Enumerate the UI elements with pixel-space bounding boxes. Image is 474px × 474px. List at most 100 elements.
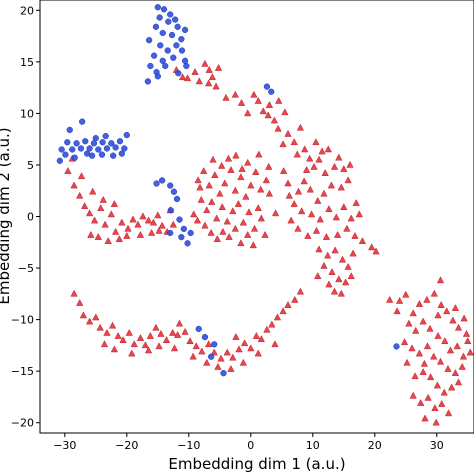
red-triangle-point <box>293 150 301 158</box>
red-triangle-point <box>314 196 322 204</box>
blue-circle-point <box>154 73 161 80</box>
red-triangle-point <box>257 185 265 193</box>
blue-circle-point <box>178 233 185 241</box>
red-triangle-point <box>181 327 189 335</box>
red-triangle-point <box>213 214 221 222</box>
red-triangle-point <box>454 378 463 386</box>
red-triangle-point <box>139 212 147 220</box>
red-triangle-point <box>218 161 226 169</box>
red-triangle-point <box>405 319 413 327</box>
red-triangle-point <box>89 187 97 195</box>
red-triangle-point <box>271 340 279 348</box>
red-triangle-point <box>239 218 248 226</box>
red-triangle-point <box>265 101 274 108</box>
red-triangle-point <box>301 145 309 153</box>
red-triangle-point <box>275 96 283 104</box>
red-triangle-point <box>214 63 223 71</box>
red-triangle-point <box>155 342 163 350</box>
red-triangle-point <box>80 202 89 209</box>
red-triangle-point <box>312 226 321 234</box>
y-tick-label: −20 <box>11 417 34 430</box>
red-triangle-point <box>347 272 355 280</box>
red-triangle-point <box>64 167 72 174</box>
red-triangle-point <box>79 311 88 319</box>
red-triangle-point <box>296 123 305 131</box>
red-triangle-point <box>244 158 252 166</box>
red-triangle-point <box>368 243 376 251</box>
red-triangle-point <box>297 207 306 215</box>
red-triangle-point <box>196 183 204 191</box>
blue-circle-point <box>112 144 119 151</box>
red-triangle-point <box>337 289 345 297</box>
red-triangle-point <box>70 181 78 189</box>
red-triangle-point <box>244 109 252 117</box>
red-triangle-point <box>271 209 280 217</box>
red-triangle-point <box>440 388 448 396</box>
red-triangle-point <box>287 216 295 224</box>
red-triangle-point <box>351 231 359 239</box>
red-triangle-point <box>152 323 160 331</box>
red-triangle-point <box>449 316 457 324</box>
red-triangle-point <box>231 224 239 232</box>
red-triangle-point <box>280 167 288 174</box>
blue-circle-point <box>393 343 400 350</box>
red-triangle-point <box>213 235 221 242</box>
red-triangle-point <box>192 342 200 350</box>
blue-circle-point <box>167 207 174 214</box>
red-triangle-point <box>462 329 471 337</box>
y-axis-ticks: −20 −15 −10 −5 0 5 10 15 20 <box>11 4 40 430</box>
red-triangle-point <box>90 216 99 224</box>
red-triangle-point <box>307 210 316 218</box>
red-triangle-point <box>342 278 350 286</box>
red-triangle-point <box>104 237 112 245</box>
red-triangle-point <box>190 210 198 218</box>
red-triangle-point <box>191 68 199 75</box>
red-triangle-point <box>189 352 197 360</box>
blue-circle-point <box>73 140 80 147</box>
red-triangle-point <box>70 289 78 297</box>
blue-circle-point <box>184 240 191 247</box>
red-triangle-point <box>201 59 209 67</box>
red-triangle-point <box>285 191 293 199</box>
red-triangle-point <box>118 218 126 226</box>
red-triangle-point <box>459 352 468 360</box>
red-triangle-point <box>327 181 336 189</box>
blue-circle-point <box>207 353 215 360</box>
red-triangle-point <box>257 214 265 222</box>
red-triangle-point <box>433 381 442 389</box>
red-triangle-point <box>400 338 409 346</box>
red-triangle-point <box>136 334 145 341</box>
red-triangle-point <box>446 346 455 354</box>
blue-circle-point <box>167 11 174 18</box>
red-triangle-point <box>129 215 137 223</box>
red-triangle-point <box>134 220 142 228</box>
red-triangle-point <box>453 342 461 350</box>
red-triangle-point <box>320 261 328 269</box>
blue-circle-point <box>159 57 166 64</box>
red-triangle-point <box>337 183 345 191</box>
blue-circle-point <box>64 139 71 146</box>
red-triangle-point <box>434 331 442 339</box>
blue-circle-point <box>147 62 154 70</box>
red-triangle-point <box>124 224 132 232</box>
red-triangle-point <box>200 167 208 174</box>
blue-circle-point <box>156 14 163 21</box>
blue-circle-point <box>165 18 172 25</box>
red-triangle-point <box>235 345 243 353</box>
y-tick-label: −5 <box>18 262 34 275</box>
x-axis-label: Embedding dim 1 (a.u.) <box>168 455 345 473</box>
red-triangle-point <box>340 203 348 210</box>
red-triangle-point <box>415 299 424 307</box>
red-triangle-point <box>458 362 466 370</box>
y-tick-label: 20 <box>20 4 34 17</box>
red-triangle-point <box>347 214 355 222</box>
red-triangle-point <box>434 311 442 319</box>
red-triangle-point <box>315 155 323 163</box>
red-triangle-point <box>432 418 440 426</box>
red-triangle-point <box>325 280 333 288</box>
red-triangle-point <box>250 224 259 232</box>
red-triangle-point <box>448 383 456 391</box>
blue-circle-point <box>102 132 109 140</box>
red-triangle-point <box>110 345 119 353</box>
x-tick-label: −30 <box>53 439 76 452</box>
